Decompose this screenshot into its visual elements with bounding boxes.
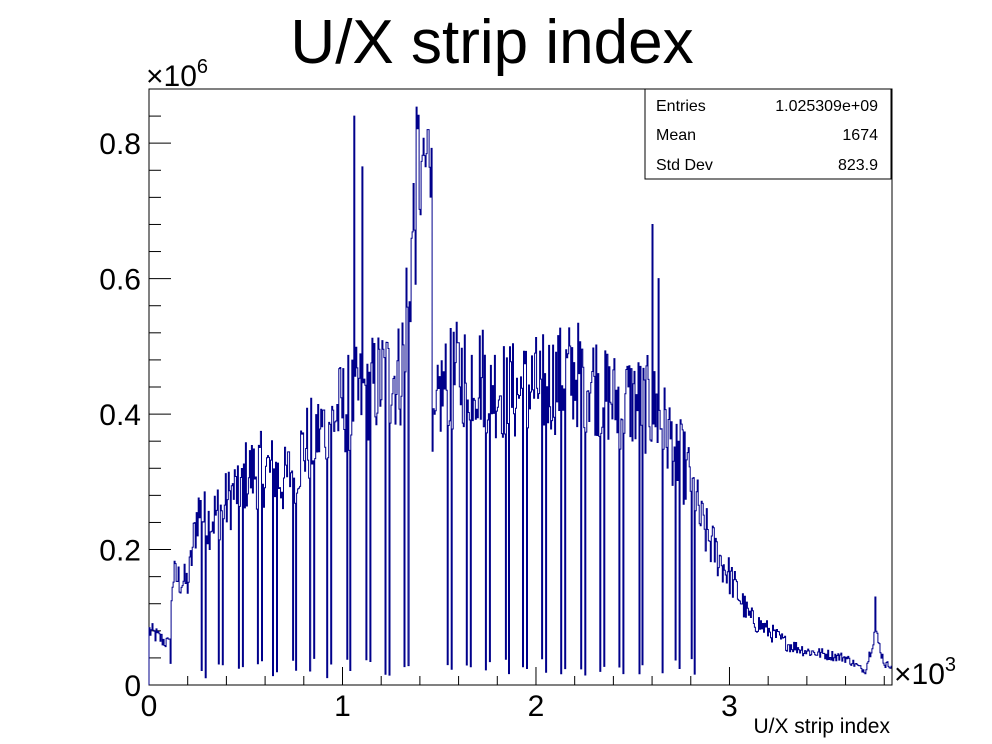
x-multiplier: ×103 (894, 654, 956, 691)
y-tick-label: 0.8 (99, 128, 141, 161)
y-tick-label: 0.6 (99, 264, 141, 297)
x-tick-label: 0 (141, 690, 158, 723)
x-multiplier-exponent: 3 (945, 654, 956, 676)
stats-entries-label: Entries (656, 98, 706, 115)
x-tick-label: 2 (528, 690, 545, 723)
y-multiplier-exponent: 6 (197, 56, 208, 78)
x-tick-label: 3 (721, 690, 738, 723)
svg-text:×106: ×106 (146, 56, 208, 93)
y-axis: 0 0.2 0.4 0.6 0.8 (99, 88, 171, 703)
x-axis: 0 1 2 3 (141, 667, 885, 723)
chart-title: U/X strip index (290, 8, 693, 77)
stats-mean-label: Mean (656, 127, 696, 144)
x-multiplier-base: ×10 (894, 658, 945, 691)
plot-area: 0 0.2 0.4 0.6 0.8 0 1 2 3 (99, 88, 893, 723)
y-tick-label: 0.4 (99, 399, 141, 432)
x-axis-label: U/X strip index (753, 715, 890, 738)
y-multiplier: ×106 (146, 56, 208, 93)
y-tick-label: 0 (124, 670, 141, 703)
stats-stddev-label: Std Dev (656, 157, 713, 174)
svg-text:×103: ×103 (894, 654, 956, 691)
stats-box: Entries 1.025309e+09 Mean 1674 Std Dev 8… (644, 88, 892, 180)
stats-stddev-value: 823.9 (838, 157, 878, 174)
stats-entries-value: 1.025309e+09 (775, 98, 878, 115)
x-tick-label: 1 (334, 690, 351, 723)
histogram-series-line (148, 106, 892, 685)
stats-box-frame (644, 88, 892, 180)
y-tick-label: 0.2 (99, 535, 141, 568)
y-multiplier-base: ×10 (146, 60, 197, 93)
stats-mean-value: 1674 (842, 127, 878, 144)
